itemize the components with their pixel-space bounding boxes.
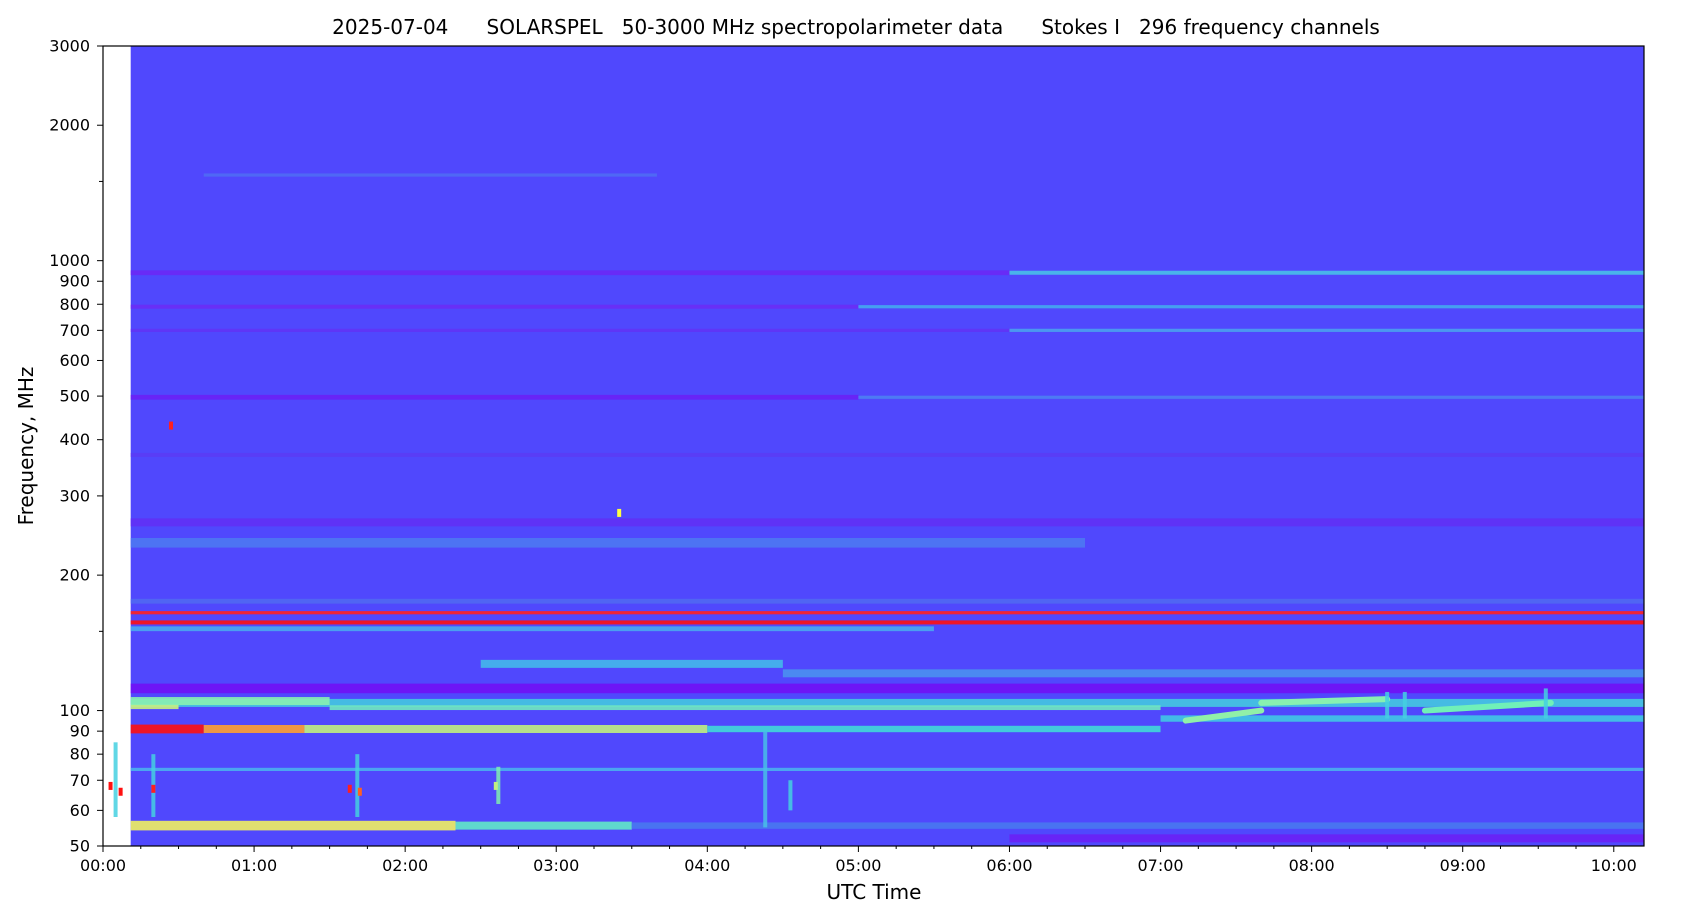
x-tick-label: 09:00	[1440, 856, 1486, 875]
heatmap-band	[130, 270, 1010, 276]
heatmap-band	[130, 820, 456, 831]
heatmap-band	[130, 626, 934, 632]
y-axis: 50 60 70 80 90 100 200 300 400 500 600 700 800 900 100…	[49, 37, 103, 856]
y-tick-label: 300	[59, 486, 90, 505]
heatmap-band	[130, 304, 859, 309]
heatmap-band	[480, 659, 783, 668]
x-tick-label: 04:00	[684, 856, 730, 875]
x-tick-label: 10:00	[1591, 856, 1637, 875]
vertical-burst	[113, 742, 118, 817]
y-tick-label: 600	[59, 351, 90, 370]
heatmap-band	[130, 611, 1644, 615]
heatmap-band	[1009, 328, 1644, 332]
hot-spot	[108, 781, 113, 790]
heatmap-band	[130, 767, 1644, 771]
heatmap-band	[1009, 270, 1644, 275]
x-tick-label: 08:00	[1289, 856, 1335, 875]
hot-spot	[493, 781, 498, 790]
heatmap-band	[329, 705, 1161, 711]
y-tick-label: 800	[59, 295, 90, 314]
vertical-burst	[763, 731, 768, 828]
plot-frame	[102, 45, 1645, 847]
chart-title: 2025-07-04 SOLARSPEL 50-3000 MHz spectro…	[332, 15, 1380, 39]
drift-feature	[1421, 699, 1554, 714]
heatmap-band	[130, 518, 1644, 527]
y-tick-label: 3000	[49, 37, 90, 56]
y-axis-title: Frequency, MHz	[14, 367, 38, 526]
x-tick-label: 03:00	[533, 856, 579, 875]
heatmap-band	[631, 822, 1644, 829]
x-axis: 00:00 01:00 02:00 03:00 04:00 05:00 06:00 07:00…	[80, 846, 1637, 875]
y-tick-label: 700	[59, 321, 90, 340]
drift-feature	[1182, 707, 1265, 724]
x-tick-label: 02:00	[382, 856, 428, 875]
hot-spot	[151, 784, 156, 793]
vertical-burst	[788, 780, 793, 811]
heatmap-band	[130, 698, 1644, 707]
hot-spot	[168, 421, 173, 430]
heatmap-band	[130, 724, 204, 734]
vertical-burst	[355, 754, 360, 817]
y-tick-label: 80	[70, 745, 90, 764]
x-axis-title: UTC Time	[827, 880, 922, 904]
heatmap-band	[782, 669, 1644, 678]
heatmap-band	[203, 173, 657, 177]
heatmap-band	[858, 395, 1644, 399]
x-tick-label: 01:00	[231, 856, 277, 875]
hot-spot	[617, 508, 622, 517]
heatmap-band	[130, 704, 179, 710]
y-tick-label: 1000	[49, 251, 90, 270]
vertical-burst	[1543, 688, 1548, 719]
x-tick-label: 06:00	[986, 856, 1032, 875]
vertical-burst	[1385, 691, 1390, 719]
x-tick-label: 00:00	[80, 856, 126, 875]
x-tick-label: 07:00	[1137, 856, 1183, 875]
heatmap-band	[130, 452, 1644, 457]
y-tick-label: 400	[59, 430, 90, 449]
vertical-burst	[496, 766, 501, 804]
y-tick-label: 70	[70, 771, 90, 790]
heatmap-band	[707, 725, 1161, 733]
heatmap-band	[130, 598, 1644, 604]
heatmap-band	[130, 537, 1086, 548]
heatmap-band	[1009, 834, 1644, 843]
y-tick-label: 900	[59, 272, 90, 291]
y-tick-label: 90	[70, 722, 90, 741]
vertical-burst	[1402, 691, 1407, 719]
x-tick-label: 05:00	[835, 856, 881, 875]
y-tick-label: 200	[59, 566, 90, 585]
y-tick-label: 2000	[49, 116, 90, 135]
heatmap-band	[130, 328, 1010, 332]
heatmap-layer	[108, 173, 1644, 843]
y-tick-label: 500	[59, 387, 90, 406]
heatmap-band	[1160, 715, 1644, 722]
heatmap-band	[304, 724, 708, 733]
plot-area	[102, 45, 1645, 847]
hot-spot	[357, 787, 362, 796]
heatmap-band	[130, 683, 1644, 694]
heatmap-band	[130, 394, 859, 400]
y-tick-label: 60	[70, 801, 90, 820]
hot-spot	[118, 787, 123, 796]
heatmap-band	[130, 620, 1644, 625]
heatmap-band	[130, 697, 330, 706]
hot-spot	[347, 784, 352, 793]
heatmap-band	[203, 724, 305, 733]
heatmap-background	[130, 46, 1644, 846]
heatmap-band	[455, 821, 632, 830]
y-tick-label: 50	[70, 837, 90, 856]
heatmap-band	[858, 305, 1644, 309]
drift-feature	[1258, 696, 1391, 706]
y-tick-label: 100	[59, 701, 90, 720]
